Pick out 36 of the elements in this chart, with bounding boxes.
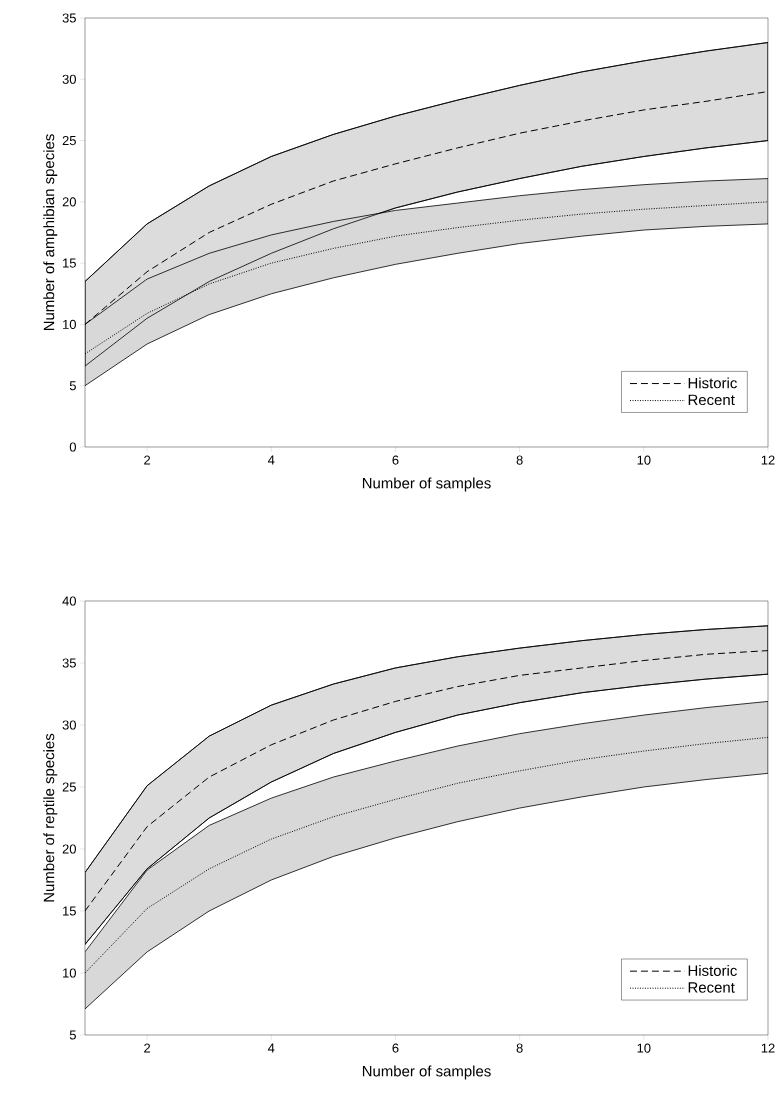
y-axis-title: Number of reptile species: [43, 733, 58, 902]
x-tick-label: 10: [637, 455, 651, 465]
legend-label: Recent: [688, 982, 735, 993]
legend-label: Historic: [688, 377, 737, 389]
y-tick-label: 10: [63, 968, 76, 978]
y-tick-label: 0: [69, 442, 76, 452]
legend-label: Recent: [688, 394, 735, 406]
y-tick-label: 5: [69, 1030, 76, 1040]
x-tick-label: 6: [392, 1043, 399, 1053]
y-tick-label: 40: [62, 596, 76, 606]
y-axis-title: Number of amphibian species: [43, 134, 58, 331]
x-axis-title: Number of samples: [362, 1065, 491, 1080]
y-tick-label: 5: [69, 381, 76, 391]
y-tick-label: 25: [62, 782, 76, 792]
x-tick-label: 2: [144, 455, 151, 465]
y-tick-label: 25: [62, 135, 76, 146]
x-tick-label: 4: [267, 1043, 275, 1053]
x-tick-label: 8: [516, 1043, 523, 1053]
y-tick-label: 10: [63, 319, 76, 329]
x-tick-label: 6: [392, 455, 399, 465]
x-tick-label: 8: [516, 455, 523, 465]
x-tick-label: 10: [637, 1043, 651, 1053]
y-tick-label: 30: [62, 74, 76, 84]
x-tick-label: 12: [761, 455, 775, 465]
y-tick-label: 30: [62, 720, 76, 730]
legend-label: Historic: [688, 965, 737, 976]
y-tick-label: 35: [62, 658, 76, 668]
x-axis-title: Number of samples: [362, 477, 491, 492]
x-tick-label: 12: [761, 1043, 775, 1053]
y-tick-label: 20: [62, 197, 76, 207]
y-tick-label: 35: [62, 13, 76, 23]
y-tick-label: 20: [62, 844, 76, 854]
y-tick-label: 15: [63, 258, 76, 268]
y-tick-label: 15: [63, 906, 76, 916]
x-tick-label: 2: [144, 1043, 151, 1053]
x-tick-label: 4: [267, 455, 275, 465]
